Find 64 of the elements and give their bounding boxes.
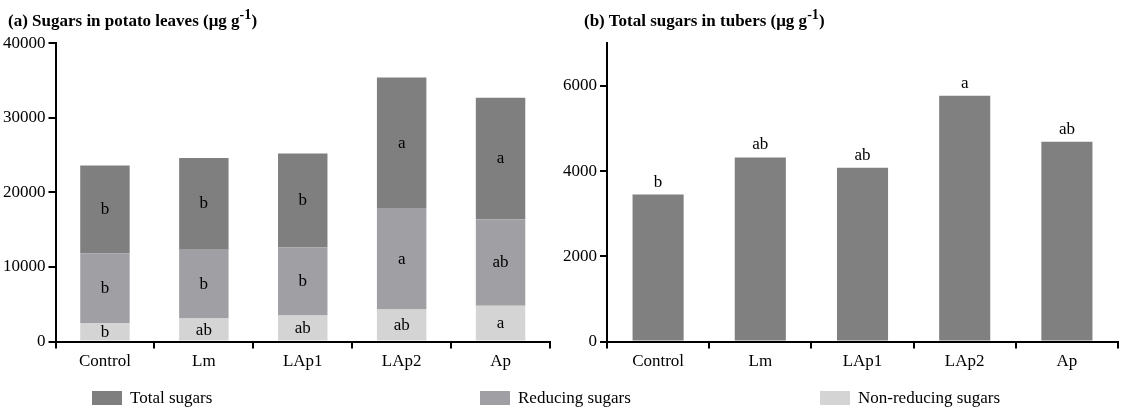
chart-title: (b) Total sugars in tubers (μg g$^{-1}$) bbox=[584, 6, 825, 31]
annotation: ab bbox=[1058, 118, 1075, 138]
bar bbox=[734, 157, 786, 341]
annotation: b bbox=[653, 171, 663, 191]
bar bbox=[179, 318, 229, 341]
x-tick-label: LAp2 bbox=[944, 351, 985, 371]
bar bbox=[80, 322, 130, 341]
y-tick-label: 6000 bbox=[563, 75, 597, 95]
y-tick-label: 10000 bbox=[3, 256, 46, 276]
bar bbox=[376, 208, 427, 310]
bar bbox=[475, 305, 526, 341]
y-tick-label: 2000 bbox=[563, 245, 597, 265]
bar bbox=[475, 97, 526, 220]
y-tick-label: 4000 bbox=[563, 160, 597, 180]
annotation: b bbox=[298, 190, 307, 210]
annotation: ab bbox=[854, 144, 871, 164]
x-tick-label: LAp1 bbox=[282, 351, 323, 371]
bar bbox=[376, 309, 427, 341]
bar bbox=[376, 77, 427, 209]
bar bbox=[179, 249, 229, 319]
bar bbox=[278, 247, 328, 316]
x-tick-label: Lm bbox=[748, 351, 773, 371]
x-tick-label: Control bbox=[78, 351, 132, 371]
legend-label: Non-reducing sugars bbox=[858, 388, 1001, 408]
bar bbox=[475, 219, 526, 306]
y-tick-label: 0 bbox=[588, 331, 597, 351]
bar bbox=[836, 167, 889, 341]
x-tick-label: Lm bbox=[192, 351, 216, 371]
annotation: ab bbox=[492, 251, 509, 271]
y-tick-label: 0 bbox=[37, 331, 46, 351]
annotation: b bbox=[100, 321, 110, 341]
bar bbox=[939, 95, 991, 341]
annotation: ab bbox=[294, 318, 311, 338]
x-tick-label: Control bbox=[632, 351, 685, 371]
bar bbox=[632, 194, 684, 341]
annotation: a bbox=[397, 132, 406, 152]
legend-label: Total sugars bbox=[130, 388, 213, 408]
y-tick-label: 40000 bbox=[3, 32, 46, 52]
bar bbox=[80, 253, 130, 323]
annotation: a bbox=[397, 248, 406, 268]
bar bbox=[179, 158, 229, 250]
annotation: a bbox=[496, 313, 505, 333]
y-tick-label: 20000 bbox=[3, 181, 46, 201]
annotation: ab bbox=[393, 315, 410, 335]
x-tick-label: LAp2 bbox=[381, 351, 422, 371]
legend-label: Reducing sugars bbox=[518, 388, 631, 408]
annotation: a bbox=[496, 147, 505, 167]
x-tick-label: Ap bbox=[490, 351, 511, 371]
annotation: ab bbox=[195, 319, 212, 339]
y-tick-label: 30000 bbox=[3, 107, 46, 127]
bar bbox=[278, 315, 328, 341]
annotation: b bbox=[298, 271, 307, 291]
annotation: ab bbox=[752, 134, 769, 154]
annotation: b bbox=[199, 273, 209, 293]
annotation: b bbox=[100, 277, 110, 297]
x-tick-label: LAp1 bbox=[842, 351, 883, 371]
chart-title: (a) Sugars in potato leaves (μg g$^{-1}$) bbox=[8, 6, 258, 31]
bar bbox=[80, 165, 130, 254]
annotation: a bbox=[960, 72, 969, 92]
annotation: b bbox=[199, 193, 209, 213]
bar bbox=[278, 153, 328, 248]
annotation: b bbox=[100, 199, 110, 219]
x-tick-label: Ap bbox=[1056, 351, 1078, 371]
bar bbox=[1041, 141, 1093, 341]
